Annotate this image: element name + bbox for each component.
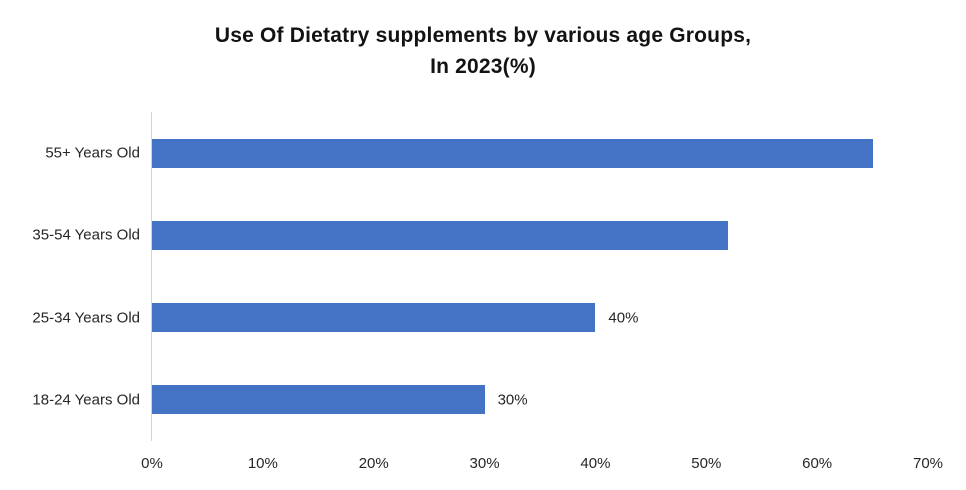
category-label: 35-54 Years Old xyxy=(32,226,140,244)
bar-value-label: 30% xyxy=(497,391,528,409)
chart-title: Use Of Dietatry supplements by various a… xyxy=(0,20,966,82)
chart-title-line-2: In 2023(%) xyxy=(430,55,536,78)
category-label: 25-34 Years Old xyxy=(32,309,140,327)
y-axis-line xyxy=(151,112,152,441)
bar-row: 18-24 Years Old 30% xyxy=(32,359,928,441)
bar xyxy=(152,138,873,168)
bar-row: 35-54 Years Old xyxy=(32,194,928,276)
plot-area: 55+ Years Old 35-54 Years Old 25-34 Years … xyxy=(32,112,928,441)
bar-row: 25-34 Years Old 40% xyxy=(32,277,928,359)
bar xyxy=(152,220,729,250)
bar-value-label: 40% xyxy=(608,309,639,327)
x-axis-tick-label: 20% xyxy=(358,455,389,472)
x-axis-tick-label: 50% xyxy=(691,455,722,472)
x-axis-tick-label: 60% xyxy=(802,455,833,472)
category-label: 55+ Years Old xyxy=(45,144,140,162)
x-axis-tick-label: 0% xyxy=(141,455,163,472)
bar xyxy=(152,303,596,333)
x-axis: 0% 10% 20% 30% 40% 50% 60% 70% xyxy=(141,455,943,477)
x-axis-tick-label: 30% xyxy=(469,455,500,472)
x-axis-tick-label: 40% xyxy=(580,455,611,472)
bar-row: 55+ Years Old xyxy=(45,112,928,194)
x-axis-tick-label: 70% xyxy=(912,455,944,472)
chart-title-line-1: Use Of Dietatry supplements by various a… xyxy=(214,24,752,47)
x-axis-tick-label: 10% xyxy=(247,455,278,472)
bar xyxy=(152,385,485,415)
category-label: 18-24 Years Old xyxy=(32,391,140,409)
